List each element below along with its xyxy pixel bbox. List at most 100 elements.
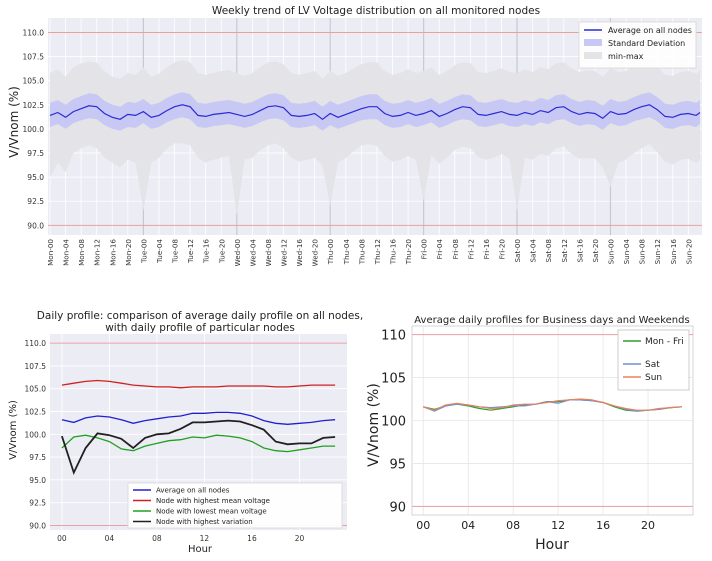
daily-nodes-y-tick-label: 100.0 — [25, 430, 47, 439]
weekly-y-tick-label: 92.5 — [27, 197, 44, 206]
daily-nodes-legend-label-node-with-highest-mean-voltage: Node with highest mean voltage — [156, 497, 270, 505]
weekly-y-tick-label: 110.0 — [23, 28, 45, 37]
weekly-x-tick-label: Thu-08 — [357, 239, 366, 266]
weekly-x-tick-label: Wed-20 — [311, 239, 320, 267]
weekly-x-tick-label: Wed-12 — [280, 239, 289, 266]
weekly-x-tick-label: Sun-08 — [638, 239, 647, 265]
daily-days-title: Average daily profiles for Business days… — [414, 315, 689, 326]
weekly-x-tick-label: Thu-16 — [389, 239, 398, 266]
daily-nodes-series-node-with-highest-mean-voltage — [61, 379, 336, 389]
daily-nodes-x-tick-label: 00 — [57, 534, 67, 543]
daily-days-y-tick-label: 90 — [389, 500, 406, 515]
weekly-bands — [50, 60, 700, 216]
weekly-trend-chart: Weekly trend of LV Voltage distribution … — [7, 5, 702, 266]
weekly-x-tick-label: Thu-04 — [342, 239, 351, 266]
daily-nodes-x-tick-label: 16 — [247, 534, 257, 543]
daily-days-x-tick-label: 12 — [551, 519, 565, 532]
weekly-x-tick-label: Wed-04 — [248, 239, 257, 267]
weekly-x-tick-label: Mon-00 — [46, 239, 55, 266]
daily-nodes-x-tick-label: 04 — [105, 534, 115, 543]
weekly-x-tick-label: Sat-00 — [513, 239, 522, 263]
daily-days-xlabel: Hour — [535, 537, 569, 553]
daily-days-y-tick-label: 110 — [381, 329, 406, 344]
daily-nodes-y-tick-label: 95.0 — [29, 476, 46, 485]
weekly-y-tick-label: 107.5 — [23, 53, 45, 62]
weekly-x-tick-label: Sat-20 — [591, 239, 600, 263]
weekly-x-tick-label: Tue-12 — [186, 239, 195, 264]
daily-nodes-xlabel: Hour — [188, 544, 213, 555]
daily-nodes-title-line1: Daily profile: comparison of average dai… — [37, 310, 363, 322]
weekly-chart-ylabel: V/Vnom (%) — [7, 86, 21, 158]
weekly-x-tick-label: Sat-04 — [529, 239, 538, 263]
daily-nodes-x-tick-label: 20 — [295, 534, 305, 543]
weekly-x-tick-label: Fri-12 — [466, 239, 475, 259]
weekly-average-line — [49, 104, 701, 121]
weekly-x-tick-label: Thu-00 — [326, 239, 335, 266]
weekly-x-tick-label: Fri-00 — [420, 239, 429, 260]
daily-nodes-y-tick-label: 102.5 — [25, 407, 47, 416]
daily-nodes-y-tick-label: 90.0 — [29, 521, 46, 530]
weekly-x-tick-label: Wed-08 — [264, 239, 273, 267]
daily-days-x-ticks: 00 04 08 12 16 20 — [416, 519, 655, 532]
weekly-x-tick-label: Fri-16 — [482, 239, 491, 260]
weekly-x-tick-label: Fri-20 — [497, 239, 506, 260]
daily-nodes-x-tick-label: 08 — [152, 534, 162, 543]
weekly-legend-swatch — [584, 52, 602, 59]
weekly-x-ticks: Mon-00 Mon-04 Mon-08 Mon-12 Mon-16 Mon-20 Tue-… — [46, 239, 693, 267]
daily-nodes-series-node-with-highest-variation — [61, 419, 336, 476]
weekly-std-band — [50, 92, 700, 131]
weekly-x-tick-label: Sun-00 — [606, 239, 615, 265]
daily-nodes-legend-label-node-with-highest-variation: Node with highest variation — [156, 518, 253, 526]
daily-days-x-tick-label: 04 — [461, 519, 475, 532]
daily-days-legend: Mon - Fri Sat Sun — [617, 329, 690, 391]
weekly-x-tick-label: Mon-20 — [124, 239, 133, 266]
daily-nodes-y-tick-label: 92.5 — [29, 499, 46, 508]
weekly-x-tick-label: Fri-08 — [451, 239, 460, 260]
weekly-x-tick-label: Tue-00 — [139, 239, 148, 264]
daily-nodes-legend-label-average-on-all-nodes: Average on all nodes — [156, 487, 230, 495]
weekly-x-tick-label: Sat-12 — [560, 239, 569, 263]
weekly-y-tick-label: 97.5 — [27, 149, 44, 158]
weekly-x-tick-label: Sat-16 — [575, 239, 584, 263]
weekly-y-tick-label: 105.0 — [23, 77, 45, 86]
daily-days-y-tick-label: 100 — [381, 415, 406, 430]
weekly-x-tick-label: Tue-08 — [171, 239, 180, 264]
weekly-x-tick-label: Mon-12 — [93, 239, 102, 266]
weekly-minmax-band — [50, 60, 700, 216]
weekly-x-tick-label: Sun-04 — [622, 239, 631, 265]
daily-days-x-tick-label: 16 — [596, 519, 610, 532]
weekly-x-tick-label: Sun-16 — [669, 239, 678, 265]
weekly-legend-swatch — [584, 39, 602, 46]
weekly-x-tick-label: Tue-04 — [155, 239, 164, 264]
daily-days-x-tick-label: 00 — [416, 519, 430, 532]
weekly-x-tick-label: Sat-08 — [544, 239, 553, 263]
weekly-x-tick-label: Wed-00 — [233, 239, 242, 267]
weekly-x-tick-label: Sun-20 — [684, 239, 693, 265]
daily-nodes-y-tick-label: 97.5 — [29, 453, 46, 462]
daily-nodes-y-tick-label: 110.0 — [25, 339, 47, 348]
daily-days-lines — [412, 334, 693, 507]
daily-days-series-sun — [423, 398, 682, 411]
weekly-x-tick-label: Wed-16 — [295, 239, 304, 267]
weekly-legend-label-standard-deviation: Standard Deviation — [608, 39, 685, 48]
weekly-x-tick-label: Tue-16 — [202, 239, 211, 264]
daily-nodes-y-tick-label: 107.5 — [25, 362, 47, 371]
daily-days-y-tick-label: 105 — [381, 372, 406, 387]
weekly-x-tick-label: Fri-04 — [435, 239, 444, 260]
weekly-x-tick-label: Sun-12 — [653, 239, 662, 264]
daily-days-y-ticks: 90 95 100 105 110 — [381, 329, 406, 516]
daily-days-y-tick-label: 95 — [389, 457, 406, 472]
daily-nodes-ylabel: V/Vnom (%) — [8, 400, 19, 460]
daily-nodes-legend: Average on all nodes Node with highest me… — [127, 482, 343, 529]
daily-nodes-x-ticks: 00 04 08 12 16 20 — [57, 534, 304, 543]
weekly-legend-label-min-max: min-max — [608, 52, 644, 61]
weekly-x-tick-label: Thu-20 — [404, 239, 413, 266]
weekly-legend: Average on all nodes Standard Deviation mi… — [578, 21, 697, 69]
weekly-chart-title: Weekly trend of LV Voltage distribution … — [212, 5, 540, 17]
weekly-legend-label-average-on-all-nodes: Average on all nodes — [608, 26, 692, 35]
weekly-x-tick-label: Thu-12 — [373, 239, 382, 265]
daily-days-legend-label-sat: Sat — [645, 360, 660, 370]
weekly-y-tick-label: 102.5 — [23, 101, 45, 110]
